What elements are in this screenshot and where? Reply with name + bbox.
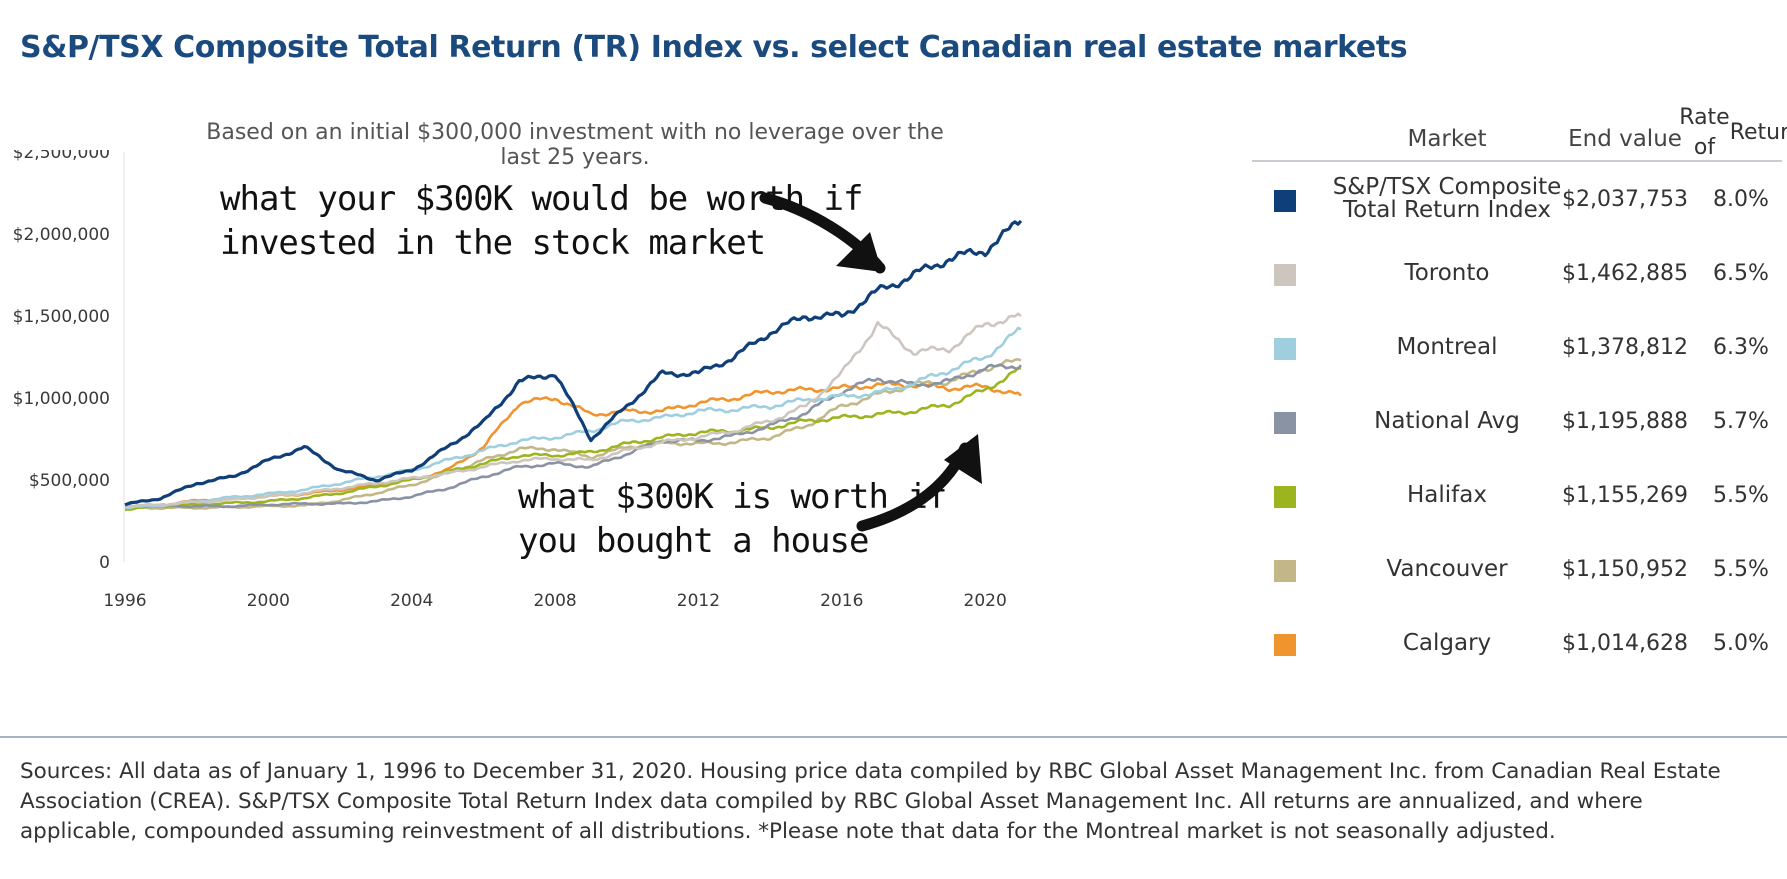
header-market: Market bbox=[1407, 126, 1487, 152]
annotation-top-line1: what your $300K would be worth if bbox=[220, 179, 863, 219]
table-row: S&P/TSX Composite Total Return Index $2,03… bbox=[1252, 162, 1782, 236]
legend-swatch bbox=[1274, 264, 1296, 286]
rate-of-return: 8.0% bbox=[1713, 186, 1769, 212]
y-axis: 0 $500,000 $1,000,000 $1,500,000 $2,000,000 $… bbox=[13, 150, 125, 573]
table-row: Toronto $1,462,885 6.5% bbox=[1252, 236, 1782, 310]
annotation-bottom: what $300K is worth if you bought a hous… bbox=[518, 434, 982, 561]
series-line-montreal bbox=[125, 326, 1022, 510]
table-row: Montreal $1,378,812 6.3% bbox=[1252, 310, 1782, 384]
rate-of-return: 5.0% bbox=[1713, 630, 1769, 656]
annotation-top: what your $300K would be worth if invest… bbox=[220, 179, 886, 274]
x-tick-label: 2000 bbox=[247, 591, 290, 611]
x-tick-label: 2004 bbox=[390, 591, 433, 611]
annotation-top-line2: invested in the stock market bbox=[220, 223, 765, 263]
market-name: Halifax bbox=[1312, 458, 1582, 532]
chart-subtitle: Based on an initial $300,000 investment … bbox=[206, 120, 944, 170]
x-tick-label: 1996 bbox=[103, 591, 146, 611]
rate-of-return: 5.5% bbox=[1713, 482, 1769, 508]
series-line-s-p-tsx-composite-total-return-index bbox=[124, 219, 1023, 507]
returns-table: Market End value Rate of Return S&P/TSX … bbox=[1252, 96, 1787, 680]
rate-of-return: 5.5% bbox=[1713, 556, 1769, 582]
table-row: Halifax $1,155,269 5.5% bbox=[1252, 458, 1782, 532]
end-value: $1,462,885 bbox=[1562, 260, 1688, 286]
line-chart: 0 $500,000 $1,000,000 $1,500,000 $2,000,000 $… bbox=[13, 150, 1023, 611]
page-title: S&P/TSX Composite Total Return (TR) Inde… bbox=[20, 30, 1408, 65]
end-value: $1,150,952 bbox=[1562, 556, 1688, 582]
x-axis: 1996 2000 2004 2008 2012 2016 2020 bbox=[103, 591, 1006, 611]
x-tick-label: 2008 bbox=[533, 591, 576, 611]
y-tick-label: $500,000 bbox=[29, 471, 110, 491]
legend-swatch bbox=[1274, 560, 1296, 582]
market-name: Montreal bbox=[1312, 310, 1582, 384]
series-line-halifax bbox=[124, 366, 1022, 512]
rate-of-return: 6.3% bbox=[1713, 334, 1769, 360]
table-header: Market End value Rate of Return bbox=[1252, 96, 1787, 162]
sources-note: Sources: All data as of January 1, 1996 … bbox=[20, 759, 1721, 844]
y-tick-label: $1,500,000 bbox=[13, 307, 110, 327]
rate-of-return: 6.5% bbox=[1713, 260, 1769, 286]
end-value: $1,378,812 bbox=[1562, 334, 1688, 360]
legend-swatch bbox=[1274, 190, 1296, 212]
header-rate-line1: Rate of bbox=[1679, 105, 1730, 160]
market-name: S&P/TSX Composite Total Return Index bbox=[1312, 162, 1582, 236]
end-value: $1,155,269 bbox=[1562, 482, 1688, 508]
table-row: Vancouver $1,150,952 5.5% bbox=[1252, 532, 1782, 606]
end-value: $1,014,628 bbox=[1562, 630, 1688, 656]
rate-of-return: 5.7% bbox=[1713, 408, 1769, 434]
market-name-line1: Montreal bbox=[1396, 333, 1498, 360]
market-name-line1: Halifax bbox=[1407, 481, 1487, 508]
series-layer bbox=[124, 219, 1023, 512]
arrow-top-head-icon bbox=[836, 232, 882, 272]
market-name-line1: Calgary bbox=[1402, 629, 1492, 656]
market-name-line1: National Avg bbox=[1374, 407, 1520, 434]
y-tick-label: $2,000,000 bbox=[13, 225, 110, 245]
header-rate-of-return: Rate of Return bbox=[1679, 96, 1787, 170]
market-name-line1: Vancouver bbox=[1386, 555, 1508, 582]
y-tick-label: $1,000,000 bbox=[13, 389, 110, 409]
x-tick-label: 2016 bbox=[820, 591, 863, 611]
table-row: National Avg $1,195,888 5.7% bbox=[1252, 384, 1782, 458]
legend-swatch bbox=[1274, 338, 1296, 360]
y-tick-label: 0 bbox=[99, 553, 110, 573]
y-tick-label: $2,500,000 bbox=[13, 150, 110, 163]
series-line-toronto bbox=[124, 312, 1022, 508]
x-tick-label: 2020 bbox=[964, 591, 1007, 611]
table-body: S&P/TSX Composite Total Return Index $2,03… bbox=[1252, 162, 1782, 680]
market-name: Vancouver bbox=[1312, 532, 1582, 606]
x-tick-label: 2012 bbox=[677, 591, 720, 611]
annotation-bottom-line1: what $300K is worth if bbox=[518, 477, 946, 517]
table-row: Calgary $1,014,628 5.0% bbox=[1252, 606, 1782, 680]
annotation-bottom-line2: you bought a house bbox=[518, 521, 868, 561]
market-name: Calgary bbox=[1312, 606, 1582, 680]
arrow-bottom-head-icon bbox=[944, 434, 982, 484]
series-line-national-avg bbox=[124, 363, 1022, 509]
legend-swatch bbox=[1274, 486, 1296, 508]
end-value: $1,195,888 bbox=[1562, 408, 1688, 434]
market-name-line1: Toronto bbox=[1404, 259, 1490, 286]
end-value: $2,037,753 bbox=[1562, 186, 1688, 212]
market-name: Toronto bbox=[1312, 236, 1582, 310]
legend-swatch bbox=[1274, 634, 1296, 656]
legend-swatch bbox=[1274, 412, 1296, 434]
market-name-line1: S&P/TSX Composite bbox=[1332, 174, 1562, 200]
header-rate-line2: Return bbox=[1729, 120, 1787, 145]
divider bbox=[0, 736, 1787, 738]
header-end-value: End value bbox=[1568, 126, 1682, 152]
market-name-line2: Total Return Index bbox=[1343, 197, 1551, 223]
market-name: National Avg bbox=[1312, 384, 1582, 458]
